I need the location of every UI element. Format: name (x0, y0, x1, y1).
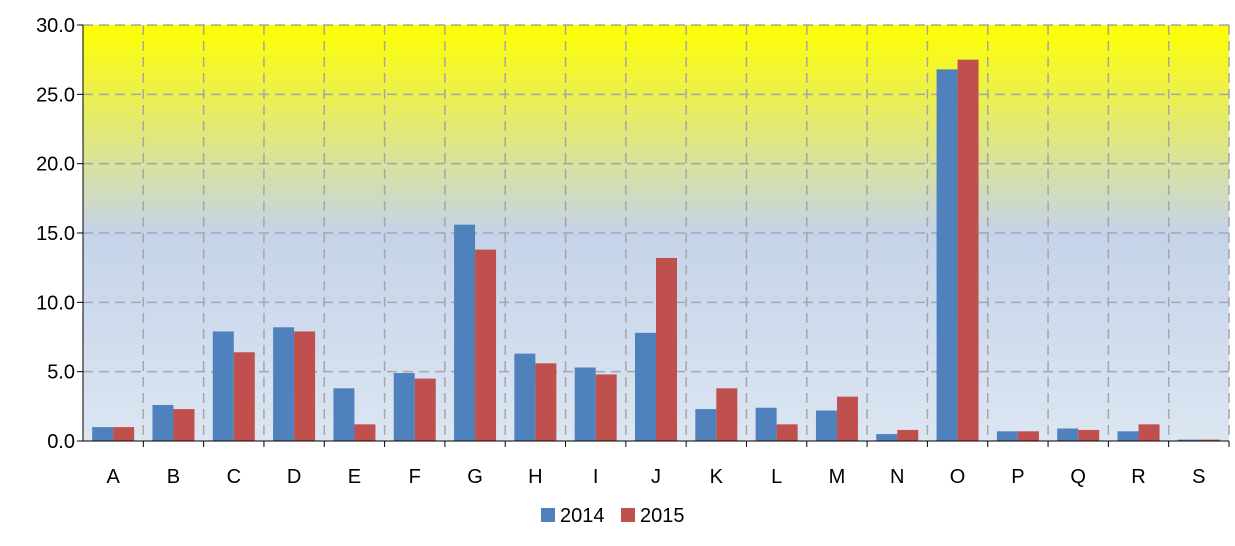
bar-2015-K (716, 388, 738, 441)
bar-2014-B (152, 404, 174, 441)
x-tick-label: N (890, 466, 904, 488)
bar-2015-O (957, 59, 979, 442)
bar-2015-A (113, 427, 135, 441)
legend-label-2015: 2015 (640, 505, 685, 527)
x-tick-label: H (528, 466, 542, 488)
bar-2015-F (414, 378, 436, 441)
x-tick-label: B (167, 466, 180, 488)
x-tick-label: F (409, 466, 421, 488)
bar-2014-Q (1057, 428, 1079, 441)
bar-2014-O (936, 69, 958, 441)
y-tick-label: 20.0 (36, 154, 75, 176)
x-tick-label: C (227, 466, 241, 488)
bar-2014-H (514, 353, 536, 441)
bar-2014-R (1117, 431, 1139, 441)
y-tick-label: 30.0 (36, 15, 75, 37)
bar-2014-I (574, 367, 596, 441)
y-tick-label: 10.0 (36, 292, 75, 314)
bar-2015-M (836, 396, 858, 441)
bar-2014-D (273, 327, 295, 441)
y-tick-label: 25.0 (36, 84, 75, 106)
x-tick-label: R (1131, 466, 1145, 488)
legend-label-2014: 2014 (560, 505, 605, 527)
legend: 2014 2015 (541, 505, 685, 527)
bar-2014-P (996, 431, 1018, 441)
y-tick-label: 0.0 (47, 431, 75, 453)
bar-2015-S (1198, 439, 1220, 441)
x-tick-label: Q (1070, 466, 1086, 488)
gridlines (83, 24, 1230, 441)
bar-2015-L (776, 424, 798, 441)
bar-2014-E (333, 388, 355, 441)
bar-2014-G (454, 224, 476, 441)
y-tick-label: 5.0 (47, 362, 75, 384)
bar-2014-L (755, 407, 777, 441)
bar-2014-N (876, 434, 898, 441)
x-tick-label: A (106, 466, 120, 488)
x-tick-label: O (950, 466, 966, 488)
bar-2015-H (535, 363, 557, 441)
bar-2015-P (1017, 431, 1039, 441)
bar-2015-Q (1078, 429, 1100, 441)
x-tick-label: P (1011, 466, 1024, 488)
y-tick-label: 15.0 (36, 223, 75, 245)
bar-2015-R (1138, 424, 1160, 441)
legend-swatch-2015 (621, 508, 635, 522)
bar-2014-K (695, 409, 717, 441)
bar-2015-E (354, 424, 376, 441)
x-tick-label: K (710, 466, 724, 488)
bar-2015-N (897, 429, 919, 441)
bar-2015-J (656, 257, 677, 441)
bar-2015-B (173, 409, 195, 441)
bars (92, 59, 1220, 442)
x-tick-label: L (771, 466, 782, 488)
legend-swatch-2014 (541, 508, 555, 522)
x-tick-label: I (593, 466, 599, 488)
bar-2015-D (294, 331, 316, 441)
bar-2015-I (595, 374, 617, 441)
x-tick-label: E (348, 466, 361, 488)
x-tick-label: G (467, 466, 483, 488)
bar-2015-G (475, 249, 497, 441)
bar-2014-J (635, 332, 656, 441)
x-tick-label: M (829, 466, 846, 488)
x-tick-label: S (1192, 466, 1205, 488)
bar-2014-C (212, 331, 234, 441)
bar-2015-C (233, 352, 255, 441)
bar-2014-A (92, 427, 114, 441)
bar-2014-S (1177, 439, 1199, 441)
x-tick-label: J (651, 466, 661, 488)
bar-2014-F (393, 373, 415, 441)
bar-2014-M (815, 410, 837, 441)
axes: 0.0 5.0 10.0 15.0 20.0 25.0 30.0 A B C D E F G H I J K L M N… (36, 15, 1230, 488)
x-tick-label: D (287, 466, 301, 488)
